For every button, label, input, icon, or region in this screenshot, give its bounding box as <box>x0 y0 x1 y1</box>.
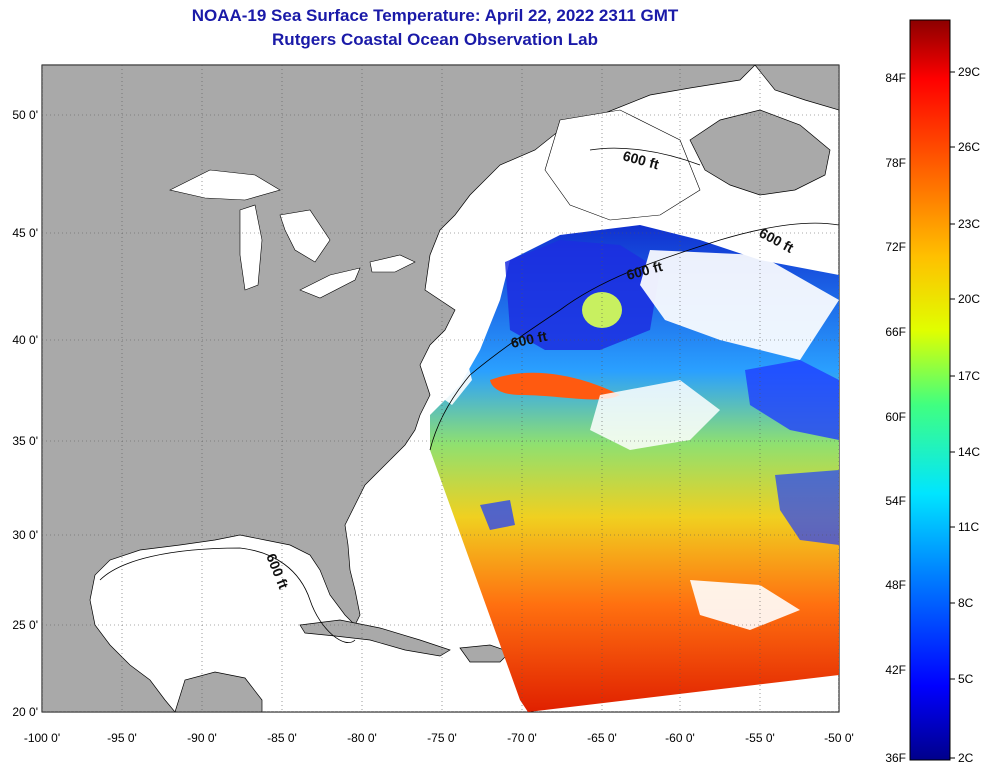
colorbar-celsius-labels: 29C 26C 23C 20C 17C 14C 11C 8C 5C 2C <box>950 65 980 765</box>
map-subtitle: Rutgers Coastal Ocean Observation Lab <box>272 30 598 49</box>
sst-gulf-stream <box>490 372 620 400</box>
lon-label: -75 0' <box>427 731 457 745</box>
colorbar-c-label: 26C <box>958 140 980 154</box>
colorbar <box>909 19 951 761</box>
cloud-patch-4 <box>438 340 472 405</box>
colorbar-c-label: 14C <box>958 445 980 459</box>
lon-label: -55 0' <box>745 731 775 745</box>
sst-cool-patch-1 <box>745 360 839 440</box>
lake-superior <box>169 169 281 201</box>
colorbar-c-label: 2C <box>958 751 974 765</box>
colorbar-f-label: 36F <box>885 751 906 765</box>
colorbar-f-label: 54F <box>885 494 906 508</box>
colorbar-fahrenheit-labels: 84F 78F 72F 66F 60F 54F 48F 42F 36F <box>885 71 906 765</box>
cloud-patch-3 <box>690 580 800 630</box>
graticule <box>42 65 839 712</box>
cloud-patch-1 <box>640 250 839 360</box>
sst-cool-patch-2 <box>775 470 839 545</box>
lat-label: 35 0' <box>12 434 38 448</box>
lat-label: 25 0' <box>12 618 38 632</box>
lon-label: -100 0' <box>24 731 60 745</box>
map-title: NOAA-19 Sea Surface Temperature: April 2… <box>191 6 679 25</box>
lat-label: 45 0' <box>12 226 38 240</box>
lon-label: -50 0' <box>824 731 854 745</box>
land-north-america <box>42 65 756 712</box>
isobath-600ft-atlantic <box>429 222 839 451</box>
lon-label: -90 0' <box>187 731 217 745</box>
lon-label: -60 0' <box>665 731 695 745</box>
lon-label: -85 0' <box>267 731 297 745</box>
colorbar-c-label: 29C <box>958 65 980 79</box>
lat-label: 30 0' <box>12 528 38 542</box>
colorbar-f-label: 42F <box>885 663 906 677</box>
isobath-600ft-gulf <box>99 547 356 643</box>
lon-label: -70 0' <box>507 731 537 745</box>
land-yucatan <box>174 671 263 712</box>
colorbar-f-label: 60F <box>885 410 906 424</box>
lat-label: 20 0' <box>12 705 38 719</box>
lake-michigan <box>239 204 263 291</box>
land-newfoundland <box>689 109 831 196</box>
colorbar-c-label: 17C <box>958 369 980 383</box>
lat-label: 50 0' <box>12 108 38 122</box>
colorbar-f-label: 66F <box>885 325 906 339</box>
longitude-labels: -100 0' -95 0' -90 0' -85 0' -80 0' -75 0' -70… <box>24 731 854 745</box>
sst-cool-patch-3 <box>480 500 515 530</box>
colorbar-f-label: 72F <box>885 240 906 254</box>
colorbar-c-label: 11C <box>958 520 979 534</box>
isobath-label-mid-atlantic: 600 ft <box>509 328 548 351</box>
gulf-st-lawrence <box>544 109 701 221</box>
lake-huron <box>279 209 331 263</box>
lake-ontario <box>369 254 416 273</box>
land-cuba <box>299 619 451 657</box>
lake-erie <box>299 267 361 299</box>
colorbar-c-label: 23C <box>958 217 980 231</box>
land-labrador <box>754 65 839 111</box>
lon-label: -80 0' <box>347 731 377 745</box>
colorbar-c-label: 8C <box>958 596 974 610</box>
lon-label: -95 0' <box>107 731 137 745</box>
colorbar-f-label: 78F <box>885 156 906 170</box>
lat-label: 40 0' <box>12 333 38 347</box>
colorbar-f-label: 48F <box>885 578 906 592</box>
lon-label: -65 0' <box>587 731 617 745</box>
isobath-600ft-north <box>589 147 701 166</box>
colorbar-c-label: 5C <box>958 672 974 686</box>
colorbar-c-label: 20C <box>958 292 980 306</box>
cloud-patch-2 <box>590 380 720 450</box>
colorbar-f-label: 84F <box>885 71 906 85</box>
latitude-labels: 50 0' 45 0' 40 0' 35 0' 30 0' 25 0' 20 0' <box>12 108 38 719</box>
